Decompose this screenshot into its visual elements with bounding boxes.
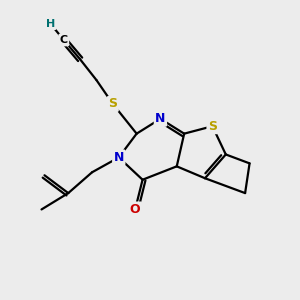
Text: C: C [60,35,68,45]
Text: S: S [108,98,117,110]
Text: N: N [155,112,166,125]
Text: S: S [208,120,217,133]
Text: N: N [114,151,124,164]
Text: O: O [130,203,140,216]
Text: H: H [46,19,55,29]
